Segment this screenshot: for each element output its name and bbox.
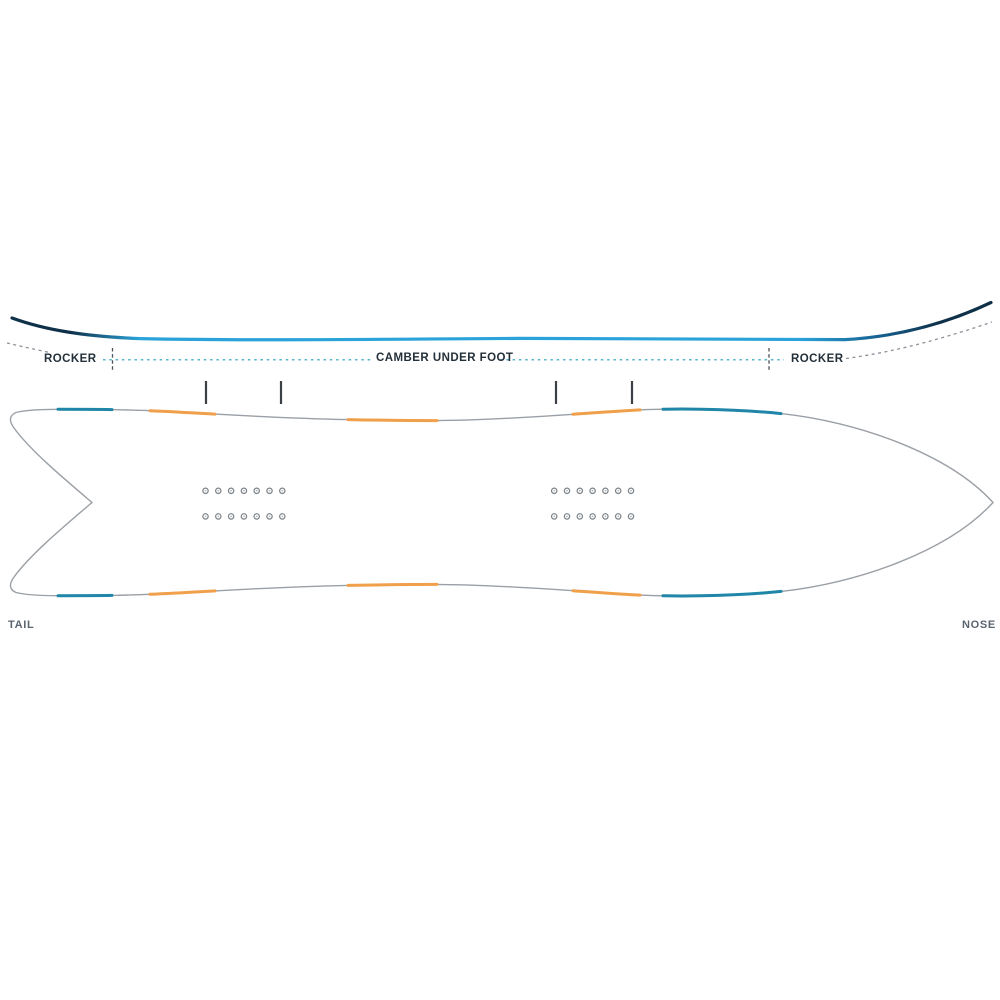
insert-pack-tail [202,487,286,520]
insert-hole-center [566,489,568,492]
board-outline [9,408,994,597]
insert-hole-center [217,489,220,492]
board-side-profile-curve [10,300,993,342]
stance-reference-ticks [204,381,634,404]
insert-hole-center [591,515,594,518]
insert-hole-center [230,515,233,518]
insert-hole-center [204,489,207,492]
rocker-right-label: ROCKER [791,353,844,365]
rocker-left-label: ROCKER [44,353,97,365]
insert-hole-center [617,489,620,492]
insert-hole-center [630,515,632,518]
tail-rocker-baseline-dashed [6,342,51,354]
insert-hole-center [268,515,271,518]
board-top-view [9,381,994,598]
insert-hole-center [204,515,207,518]
insert-hole-center [591,489,594,492]
tail-label: TAIL [8,619,35,631]
insert-hole-center [243,515,245,518]
edge-segments-orange [148,408,642,597]
nose-label: NOSE [962,619,996,631]
insert-hole-center [566,515,568,518]
insert-hole-center [243,489,245,492]
insert-hole-center [604,515,607,518]
insert-hole-center [255,489,258,492]
insert-hole-center [553,515,556,518]
insert-hole-center [630,489,632,492]
insert-hole-center [578,489,581,492]
insert-hole-center [268,489,271,492]
camber-profile-view [6,300,993,372]
insert-hole-center [281,489,284,492]
insert-pack-nose [550,487,635,520]
insert-hole-center [604,489,607,492]
insert-hole-center [217,515,220,518]
edge-segments-teal [56,407,783,598]
camber-under-foot-label: CAMBER UNDER FOOT [376,352,514,364]
insert-hole-center [578,515,581,518]
insert-hole-center [553,489,556,492]
insert-hole-center [617,515,620,518]
insert-hole-center [281,515,284,518]
insert-hole-center [255,515,258,518]
insert-hole-center [230,489,233,492]
